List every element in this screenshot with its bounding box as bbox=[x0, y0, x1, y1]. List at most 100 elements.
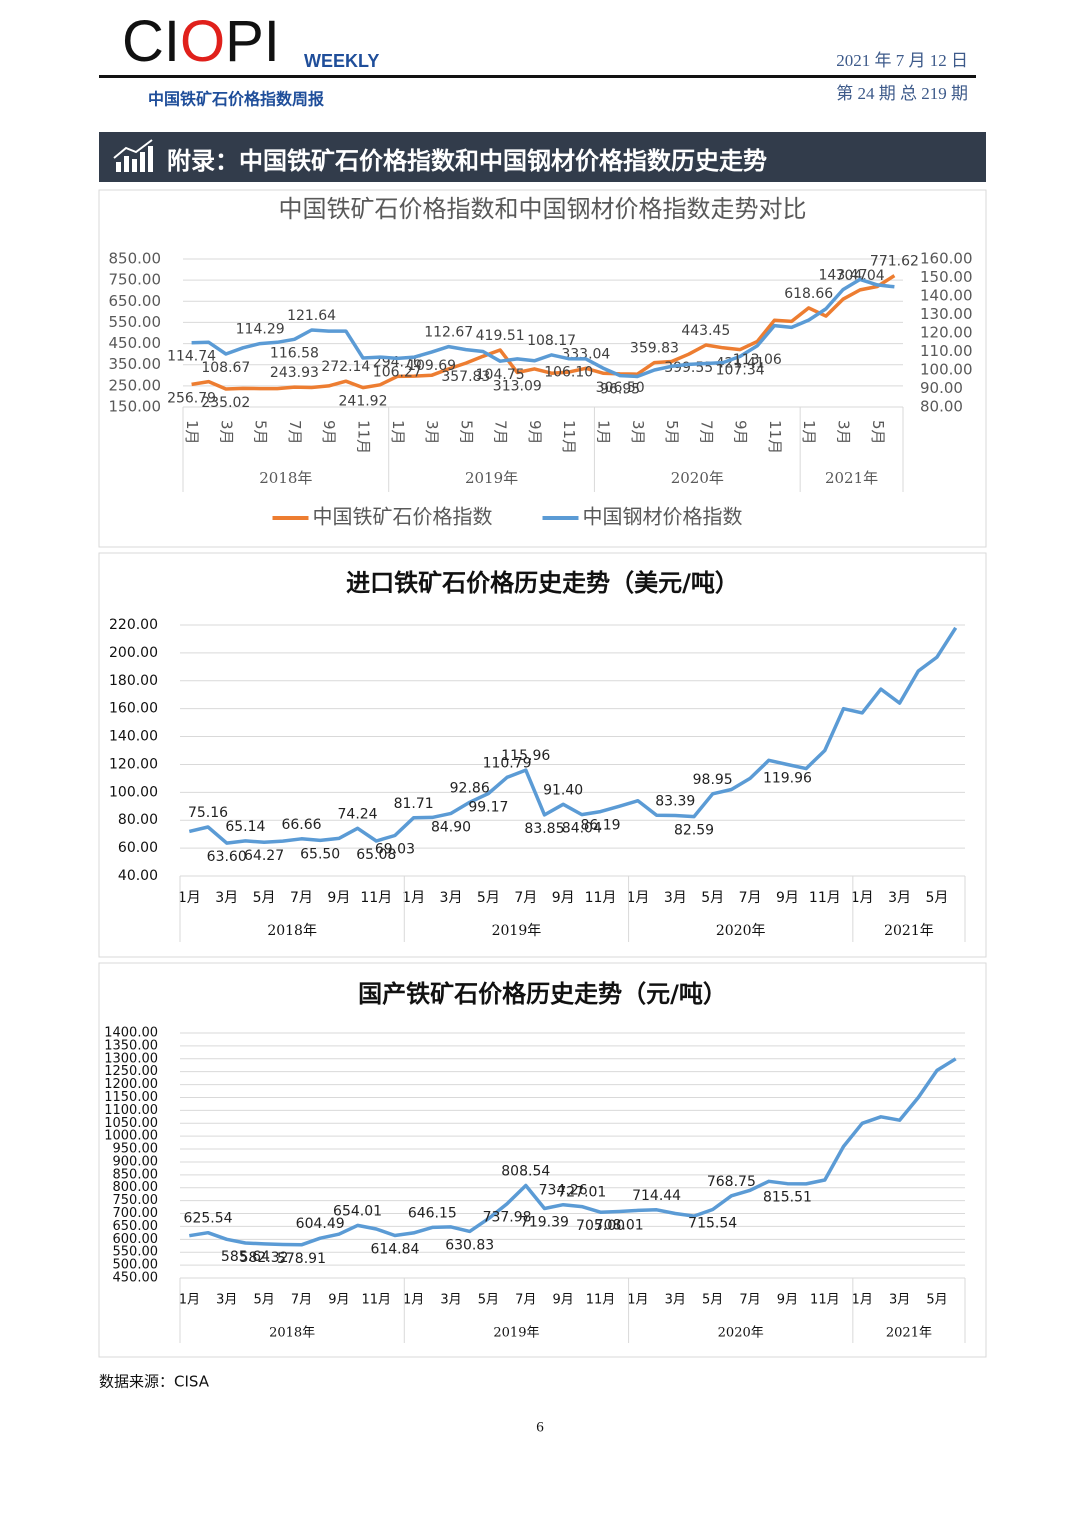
x-tick-label: 3月 bbox=[664, 890, 687, 906]
data-label: 614.84 bbox=[370, 1241, 419, 1257]
x-tick-label: 1月 bbox=[851, 890, 874, 906]
source: 数据来源：CISA bbox=[99, 1373, 210, 1391]
data-label: 92.86 bbox=[450, 780, 490, 796]
x-tick-label: 9月 bbox=[553, 1293, 574, 1308]
y-tick-label: 450.00 bbox=[109, 334, 162, 352]
x-tick-label: 9月 bbox=[526, 420, 544, 445]
logo-part: O bbox=[180, 9, 225, 74]
data-label: 256.79 bbox=[167, 390, 216, 406]
data-label: 115.96 bbox=[501, 748, 550, 764]
y-tick-label: 800.00 bbox=[113, 1180, 159, 1195]
page-number: 6 bbox=[536, 1419, 544, 1435]
x-tick-label: 5月 bbox=[869, 420, 887, 445]
data-label: 719.39 bbox=[520, 1215, 569, 1231]
y-tick-label: 220.00 bbox=[109, 617, 158, 633]
y-tick-label: 750.00 bbox=[113, 1193, 159, 1208]
data-label: 65.14 bbox=[225, 819, 265, 835]
x-tick-label: 7月 bbox=[290, 890, 313, 906]
y-tick-label: 100.00 bbox=[109, 784, 158, 800]
x-tick-label: 11月 bbox=[810, 1293, 840, 1308]
data-label: 815.51 bbox=[763, 1190, 812, 1206]
y-tick-label: 650.00 bbox=[113, 1219, 159, 1234]
y-tick-label: 750.00 bbox=[109, 271, 162, 289]
y2-tick-label: 120.00 bbox=[920, 324, 973, 342]
y-tick-label: 250.00 bbox=[109, 376, 162, 394]
data-label: 66.66 bbox=[281, 817, 321, 833]
x-tick-label: 5月 bbox=[457, 420, 475, 445]
data-label: 96.95 bbox=[600, 382, 640, 398]
data-label: 121.64 bbox=[287, 308, 336, 324]
data-label: 243.93 bbox=[270, 365, 319, 381]
x-tick-label: 9月 bbox=[552, 890, 575, 906]
x-tick-label: 9月 bbox=[327, 890, 350, 906]
x-tick-label: 7月 bbox=[492, 420, 510, 445]
header: CIOPI WEEKLY 2021 年 7 月 12 日 中国铁矿石价格指数周报… bbox=[99, 9, 976, 109]
logo: CIOPI bbox=[122, 9, 280, 74]
data-label: 625.54 bbox=[184, 1211, 233, 1227]
data-label: 357.83 bbox=[441, 369, 490, 385]
data-label: 646.15 bbox=[408, 1205, 457, 1221]
y-tick-label: 40.00 bbox=[118, 868, 158, 884]
data-label: 737.98 bbox=[483, 1210, 532, 1226]
data-label: 272.14 bbox=[321, 359, 370, 375]
x-tick-label: 1月 bbox=[178, 890, 201, 906]
y-tick-label: 200.00 bbox=[109, 645, 158, 661]
subtitle: 中国铁矿石价格指数周报 bbox=[148, 90, 324, 109]
section-title: 附录：中国铁矿石价格指数和中国钢材价格指数历史走势 bbox=[167, 147, 767, 175]
x-group-label: 2018年 bbox=[267, 923, 317, 939]
x-tick-label: 9月 bbox=[776, 890, 799, 906]
x-tick-label: 7月 bbox=[739, 890, 762, 906]
y-tick-label: 500.00 bbox=[113, 1258, 159, 1273]
data-label: 771.62 bbox=[870, 254, 919, 270]
data-label: 106.10 bbox=[544, 365, 593, 381]
data-label: 91.40 bbox=[543, 782, 583, 798]
y2-tick-label: 130.00 bbox=[920, 305, 973, 323]
data-label: 74.24 bbox=[338, 806, 378, 822]
x-tick-label: 1月 bbox=[627, 1293, 648, 1308]
data-label: 113.06 bbox=[733, 352, 782, 368]
y2-tick-label: 140.00 bbox=[920, 287, 973, 305]
data-label: 585.64 bbox=[221, 1249, 270, 1265]
chart-frame bbox=[98, 552, 987, 958]
data-label: 704.04 bbox=[836, 268, 885, 284]
charts: 中国铁矿石价格指数和中国钢材价格指数走势对比 150.00 250.00 350.00… bbox=[98, 189, 987, 1358]
x-tick-label: 5月 bbox=[702, 1293, 723, 1308]
chart-title: 国产铁矿石价格历史走势（元/吨） bbox=[358, 980, 727, 1008]
data-label: 86.19 bbox=[580, 818, 620, 834]
x-group-label: 2018年 bbox=[259, 469, 312, 487]
y-tick-label: 550.00 bbox=[113, 1245, 159, 1260]
data-label: 104.75 bbox=[476, 367, 525, 383]
issue: 第 24 期 总 219 期 bbox=[836, 84, 968, 103]
data-label: 65.50 bbox=[300, 846, 340, 862]
y-tick-label: 140.00 bbox=[109, 729, 158, 745]
data-label: 98.95 bbox=[693, 772, 733, 788]
x-tick-label: 3月 bbox=[216, 1293, 237, 1308]
x-tick-label: 5月 bbox=[253, 890, 276, 906]
data-label: 107.34 bbox=[716, 362, 765, 378]
data-label: 768.75 bbox=[707, 1174, 756, 1190]
y2-tick-label: 110.00 bbox=[920, 342, 973, 360]
x-tick-label: 11月 bbox=[560, 420, 578, 454]
x-tick-label: 5月 bbox=[478, 1293, 499, 1308]
data-label: 75.16 bbox=[188, 805, 228, 821]
x-group-label: 2019年 bbox=[493, 1326, 539, 1341]
chart-title: 进口铁矿石价格历史走势（美元/吨） bbox=[346, 569, 739, 597]
header-rule bbox=[99, 75, 976, 78]
data-label: 630.83 bbox=[445, 1237, 494, 1253]
y-tick-label: 550.00 bbox=[109, 313, 162, 331]
data-label: 108.17 bbox=[527, 333, 576, 349]
x-tick-label: 3月 bbox=[888, 890, 911, 906]
x-tick-label: 5月 bbox=[253, 1293, 274, 1308]
x-tick-label: 3月 bbox=[217, 420, 235, 445]
x-tick-label: 7月 bbox=[515, 1293, 536, 1308]
y2-tick-label: 80.00 bbox=[920, 398, 963, 416]
data-label: 582.32 bbox=[240, 1250, 289, 1266]
section-band: 附录：中国铁矿石价格指数和中国钢材价格指数历史走势 bbox=[99, 132, 986, 182]
y-tick-label: 900.00 bbox=[113, 1154, 159, 1169]
x-tick-label: 3月 bbox=[215, 890, 238, 906]
weekly: WEEKLY bbox=[304, 51, 379, 71]
x-group-label: 2021年 bbox=[886, 1326, 932, 1341]
x-tick-label: 5月 bbox=[701, 890, 724, 906]
x-tick-label: 7月 bbox=[514, 890, 537, 906]
